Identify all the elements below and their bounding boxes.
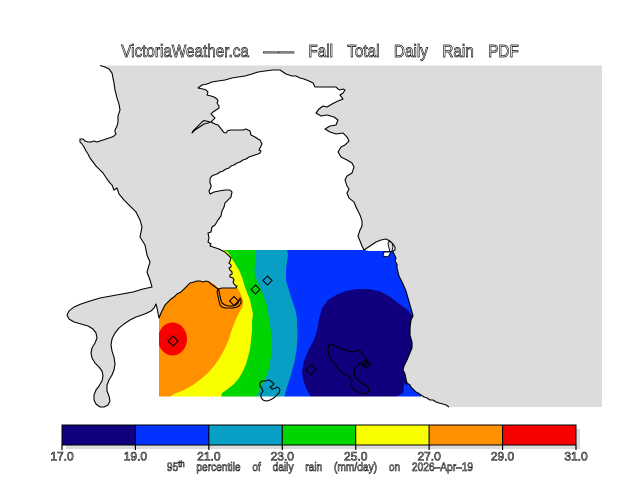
svg-text:17.0: 17.0 <box>50 450 74 464</box>
svg-text:VictoriaWeather.ca —— Fall Tot: VictoriaWeather.ca —— Fall Total Daily R… <box>121 41 519 61</box>
svg-text:31.0: 31.0 <box>564 450 588 464</box>
svg-text:95th percentile of daily rain: 95th percentile of daily rain (mm/day) o… <box>167 458 473 474</box>
svg-text:29.0: 29.0 <box>491 450 515 464</box>
svg-text:19.0: 19.0 <box>124 450 148 464</box>
